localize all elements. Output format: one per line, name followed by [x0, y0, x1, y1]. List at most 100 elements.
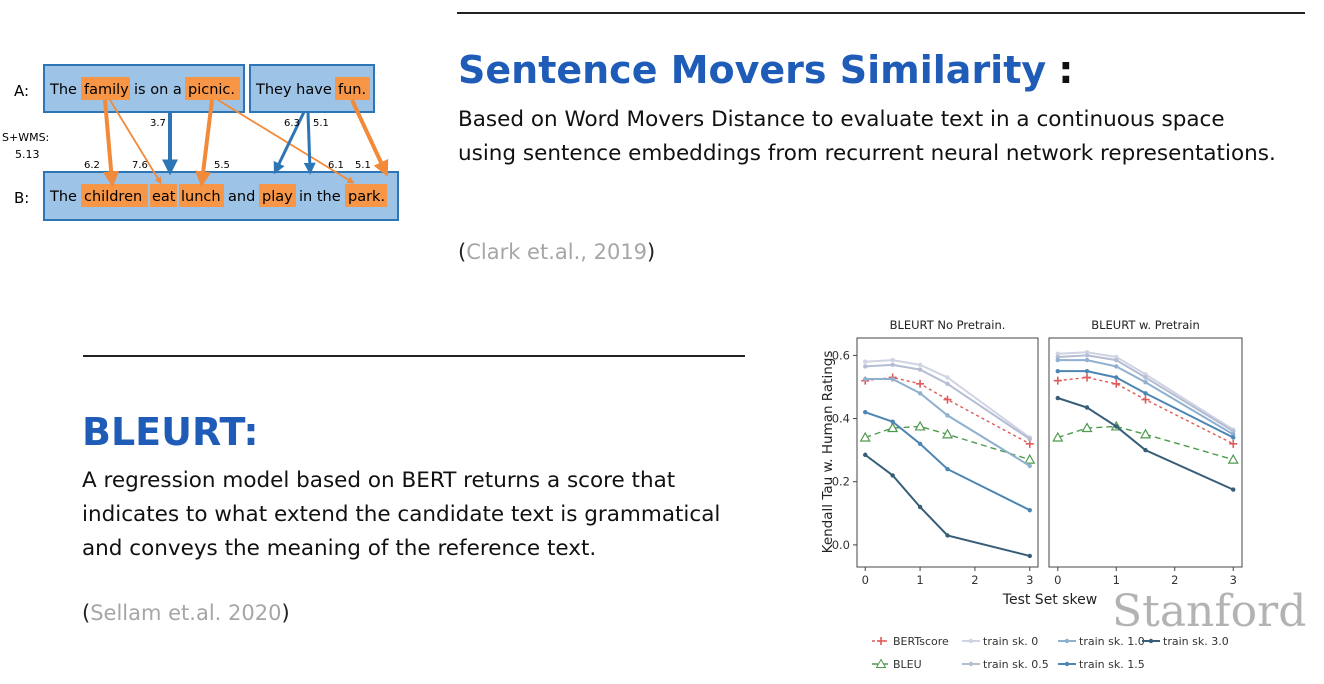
legend-label: BLEU [893, 658, 922, 671]
legend-marker [1148, 638, 1154, 644]
data-point [945, 413, 950, 418]
data-point [890, 473, 895, 478]
sentence-b-text: The children eat lunch and play in the p… [49, 189, 385, 205]
data-point [863, 359, 868, 364]
data-point [1055, 395, 1060, 401]
bleurt-chart: BLEURT No Pretrain. 0 1 2 3 0.0 0.2 0.4 0.6 BLEUR… [820, 318, 1243, 671]
label-a: A: [14, 82, 29, 100]
hl-family [81, 77, 130, 100]
data-point [859, 431, 871, 442]
data-point [914, 420, 926, 431]
sentence-a2-text: They have fun. [255, 82, 366, 98]
legend-label: train sk. 3.0 [1163, 635, 1229, 648]
legend-label: train sk. 1.0 [1079, 635, 1145, 648]
x-tick-label: 0 [862, 573, 869, 587]
data-point [1084, 357, 1090, 363]
data-point [1027, 436, 1032, 442]
top-divider [457, 12, 1305, 14]
data-point [1052, 431, 1064, 442]
weight-label: 6.2 [84, 160, 100, 171]
weight-label: 5.5 [214, 160, 230, 171]
data-point [1084, 353, 1090, 358]
x-tick-label: 2 [971, 573, 978, 587]
x-tick-label: 1 [916, 573, 923, 587]
data-point [1143, 372, 1148, 377]
data-point [1231, 435, 1236, 440]
data-point [1231, 428, 1236, 434]
data-point [1084, 368, 1090, 374]
wms-diagram: A: B: S+WMS: 5.13 The family is on a pic… [2, 64, 399, 221]
sms-title: Sentence Movers Similarity [458, 48, 1047, 92]
data-point [1055, 351, 1060, 356]
bleurt-citation-name: Sellam et.al. 2020 [90, 601, 282, 625]
data-point [1027, 463, 1032, 469]
chart-panel-frame [856, 337, 1039, 568]
arrow-a2-play [273, 111, 306, 175]
panel-title: BLEURT No Pretrain. [890, 318, 1006, 332]
data-point [1055, 354, 1060, 360]
data-point [890, 376, 895, 382]
y-tick-label: 0.4 [832, 412, 850, 426]
data-point [943, 395, 952, 404]
data-point [1055, 368, 1060, 374]
y-tick-label: 0.6 [832, 348, 850, 362]
weight-label: 7.6 [132, 160, 148, 171]
x-tick-label: 1 [1113, 573, 1120, 587]
x-tick-label: 3 [1026, 573, 1033, 587]
hl-eat [150, 184, 177, 207]
data-point [1141, 395, 1150, 404]
data-point [917, 362, 923, 368]
y-tick-label: 0.0 [832, 538, 850, 552]
weight-label: 5.1 [313, 118, 329, 129]
sms-colon: : [1058, 48, 1074, 92]
data-point [1055, 357, 1060, 363]
data-point [917, 441, 923, 447]
hl-park [345, 184, 387, 207]
legend-marker [877, 637, 885, 645]
data-point [1143, 391, 1148, 396]
legend-label: train sk. 0.5 [983, 658, 1049, 671]
middle-divider [83, 355, 745, 357]
data-point [863, 364, 868, 369]
legend-marker [1064, 661, 1070, 667]
x-axis-label: Test Set skew [1002, 592, 1097, 608]
bleurt-citation: (Sellam et.al. 2020) [82, 601, 290, 625]
arrow-fun-park [350, 99, 389, 177]
data-point [945, 375, 950, 380]
data-point [1083, 373, 1092, 382]
data-point [941, 428, 954, 439]
data-point [1081, 422, 1093, 433]
legend-marker [1064, 638, 1070, 644]
data-point [1231, 487, 1236, 492]
data-point [863, 376, 868, 382]
x-tick-label: 3 [1230, 573, 1237, 587]
data-point [1027, 507, 1032, 513]
hl-lunch [179, 184, 224, 207]
data-point [1084, 405, 1090, 410]
bleurt-title: BLEURT: [82, 410, 259, 454]
weight-label: 6.3 [284, 118, 300, 129]
hl-play [259, 184, 296, 207]
data-point [1114, 354, 1119, 360]
legend-label: train sk. 0 [983, 635, 1038, 648]
data-point [916, 379, 925, 388]
series-line [1057, 376, 1234, 445]
data-point [890, 362, 895, 368]
data-point [1143, 447, 1148, 453]
hl-fun [335, 77, 370, 100]
data-point [945, 533, 950, 538]
sms-citation: (Clark et.al., 2019) [458, 240, 656, 264]
weight-label: 6.1 [328, 160, 344, 171]
data-point [887, 422, 899, 433]
arrow-family-children [103, 99, 120, 188]
panel-title: BLEURT w. Pretrain [1091, 318, 1200, 332]
data-point [917, 367, 923, 372]
arrow-picnic-park [217, 99, 355, 184]
swms-label: S+WMS: [2, 131, 49, 144]
data-point [1084, 350, 1090, 355]
series-line [864, 425, 1030, 461]
sentence-a1-text: The family is on a picnic. [49, 82, 235, 98]
data-point [1227, 453, 1239, 464]
hl-picnic [185, 77, 240, 100]
arrow-picnic-lunch [195, 99, 214, 188]
